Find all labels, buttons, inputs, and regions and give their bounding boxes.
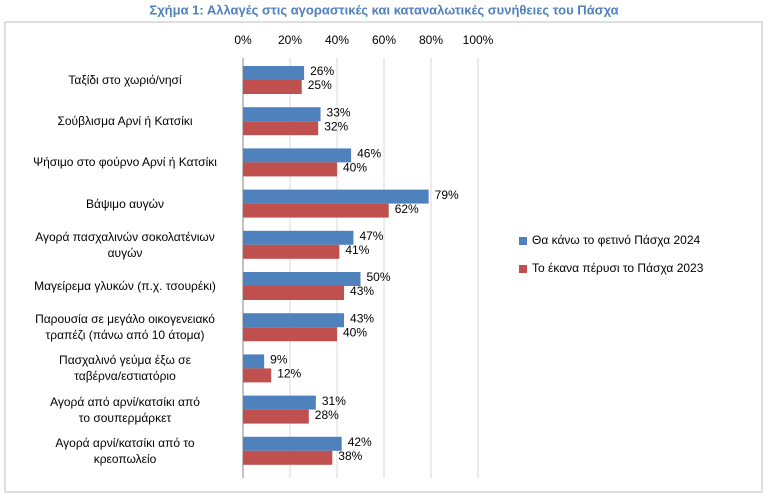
bar — [243, 409, 309, 424]
y-tick-label: Βάψιμο αυγών — [86, 196, 164, 211]
value-label: 25% — [308, 78, 332, 92]
value-label: 31% — [322, 394, 346, 408]
legend-swatch — [519, 265, 527, 273]
x-tick-label: 80% — [419, 33, 443, 47]
value-label: 28% — [315, 408, 339, 422]
value-label: 41% — [345, 243, 369, 257]
bar — [243, 354, 265, 369]
bar — [243, 230, 354, 245]
value-label: 33% — [327, 105, 351, 119]
x-tick-label: 100% — [463, 33, 494, 47]
value-label: 40% — [343, 325, 367, 339]
value-label: 46% — [357, 147, 381, 161]
y-tick-label: Ταξίδι στο χωριό/νησί — [68, 73, 182, 87]
y-tick-label: Παρουσία σε μεγάλο οικογενειακό τραπέζι … — [35, 312, 215, 343]
bar — [243, 80, 302, 94]
legend-swatch — [519, 237, 527, 245]
x-tick-label: 60% — [372, 33, 396, 47]
x-tick-label: 20% — [278, 33, 302, 47]
value-label: 50% — [367, 270, 391, 284]
value-label: 79% — [435, 188, 459, 202]
bar — [243, 203, 389, 218]
bar — [243, 244, 340, 259]
value-label: 62% — [395, 202, 419, 216]
bar — [243, 313, 345, 328]
bar — [243, 272, 361, 286]
bar — [243, 148, 352, 163]
x-tick-label: 0% — [234, 33, 252, 47]
y-tick-label: Σούβλισμα Αρνί ή Κατσίκι — [57, 114, 193, 129]
value-label: 12% — [277, 367, 301, 381]
bar — [243, 436, 342, 451]
bar — [243, 189, 429, 204]
chart-title: Σχήμα 1: Αλλαγές στις αγοραστικές και κα… — [149, 2, 618, 17]
bar — [243, 121, 319, 136]
value-label: 47% — [359, 229, 383, 243]
value-label: 26% — [310, 64, 334, 78]
value-label: 9% — [270, 353, 288, 367]
plot-frame — [4, 21, 763, 493]
bar — [243, 66, 305, 80]
x-tick-label: 40% — [325, 33, 349, 47]
value-label: 42% — [348, 435, 372, 449]
y-tick-label: Πασχαλινό γεύμα έξω σε ταβέρνα/εστιατόρι… — [59, 353, 191, 384]
bar — [243, 107, 321, 122]
bar — [243, 286, 345, 300]
bar — [243, 450, 333, 465]
bar — [243, 327, 337, 342]
value-label: 40% — [343, 161, 367, 175]
bar — [243, 395, 316, 410]
value-label: 38% — [338, 449, 362, 463]
y-tick-label: Μαγείρεμα γλυκών (π.χ. τσουρέκι) — [34, 279, 216, 293]
value-label: 43% — [350, 284, 374, 298]
bar — [243, 368, 272, 383]
y-tick-label: Αγορά αρνί/κατσίκι από το κρεοπωλείο — [55, 435, 195, 466]
y-tick-label: Ψήσιμο στο φούρνο Αρνί ή Κατσίκι — [33, 155, 217, 170]
value-label: 32% — [324, 119, 348, 133]
legend-label: Το έκανα πέρυσι το Πάσχα 2023 — [532, 261, 704, 275]
y-tick-label: Αγορά από αρνί/κατσίκι από το σουπερμάρκ… — [50, 394, 200, 425]
legend-label: Θα κάνω το φετινό Πάσχα 2024 — [532, 233, 701, 247]
value-label: 43% — [350, 311, 374, 325]
bar — [243, 162, 337, 177]
y-tick-label: Αγορά πασχαλινών σοκολατένιων αυγών — [35, 229, 215, 260]
